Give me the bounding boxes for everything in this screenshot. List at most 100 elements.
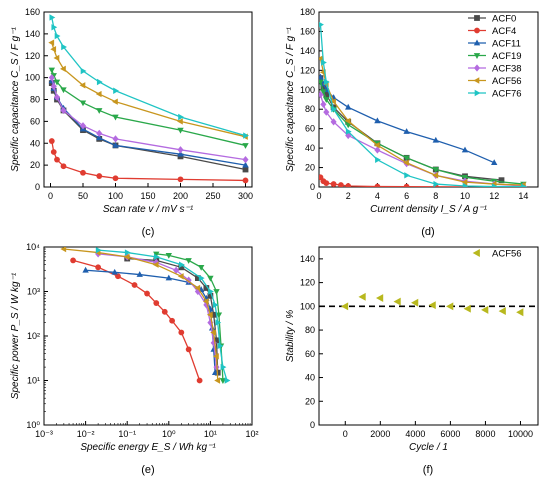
data-point-acf19 <box>53 79 61 86</box>
ticks: 0 50 100 150 200 250 300 0 20 40 60 80 100 120 140 160 <box>25 7 253 201</box>
data-point-acf76 <box>208 288 214 295</box>
data-point-acf4 <box>54 156 60 163</box>
data-point-acf11 <box>374 117 381 124</box>
plot-frame <box>318 246 539 426</box>
y-axis-label: Specific capacitance C_S / F g⁻¹ <box>10 27 21 172</box>
legend-item-acf56: ACF56 <box>472 249 522 260</box>
y-axis-label: Specific capacitance C_S / F g⁻¹ <box>285 27 296 172</box>
data-point-acf11 <box>96 134 103 141</box>
y-axis-label: Specific power P_S / W kg⁻¹ <box>10 272 21 399</box>
x-tick-label: 10000 <box>508 429 533 439</box>
data-point-acf38 <box>173 266 180 274</box>
x-tick-label: 200 <box>173 191 188 201</box>
data-point-acf56 <box>60 65 66 73</box>
data-point-acf76 <box>375 156 381 163</box>
y-tick-label: 0 <box>310 420 315 430</box>
data-point-acf19 <box>112 114 119 121</box>
series-line-acf56 <box>51 42 246 138</box>
data-point-acf4 <box>161 308 168 315</box>
data-point-acf76 <box>54 32 61 40</box>
data-point-acf4 <box>403 183 410 187</box>
series-line-acf11 <box>319 76 495 164</box>
y-tick-label: 180 <box>300 7 315 17</box>
y-tick-label: 140 <box>25 29 40 39</box>
x-tick-label: 10⁻¹ <box>118 429 136 439</box>
data-point-acf56 <box>446 302 454 311</box>
data-point-acf76 <box>243 132 249 139</box>
data-point-acf19 <box>320 89 327 96</box>
y-tick-label: 60 <box>30 116 40 126</box>
legend: ACF56 <box>472 249 522 260</box>
series-acf56 <box>60 247 221 384</box>
series-group <box>60 247 231 384</box>
x-tick-label: 250 <box>205 191 220 201</box>
data-point-acf76 <box>521 183 527 187</box>
x-tick-label: 4 <box>375 191 380 201</box>
data-point-acf19 <box>345 122 352 129</box>
data-point-acf38 <box>177 146 184 154</box>
panel-d: 0 2 4 6 8 10 12 14020406080100120140160180Curre… <box>285 7 539 238</box>
x-tick-label: 0 <box>48 191 53 201</box>
series-acf76 <box>319 21 527 187</box>
data-point-acf76 <box>224 377 231 384</box>
data-point-acf4 <box>70 257 76 264</box>
data-point-acf19 <box>185 258 192 264</box>
x-tick-label: 0 <box>343 429 348 439</box>
series-line-acf38 <box>98 253 218 368</box>
x-axis-label: Cycle / 1 <box>409 442 448 453</box>
data-point-acf76 <box>95 247 102 254</box>
data-point-acf76 <box>51 24 58 31</box>
series-line-acf76 <box>51 17 246 137</box>
legend-label: ACF11 <box>492 39 521 50</box>
data-point-acf4 <box>374 183 381 187</box>
x-axis-label: Specific energy E_S / Wh kg⁻¹ <box>80 442 216 453</box>
x-tick-label: 14 <box>518 191 528 201</box>
data-point-acf0 <box>203 285 210 291</box>
data-point-acf19 <box>219 378 227 384</box>
data-point-acf19 <box>165 253 172 259</box>
x-tick-label: 6000 <box>440 429 460 439</box>
data-point-acf76 <box>212 301 219 309</box>
data-point-acf38 <box>330 118 337 126</box>
ticks: 0 2000 4000 6000 8000 10000 0 20 40 60 80 100 120 140 <box>300 254 533 439</box>
data-point-acf56 <box>60 247 67 253</box>
legend-marker <box>474 15 480 21</box>
data-point-acf38 <box>48 74 55 82</box>
ticks: 10⁻³ 10⁻² 10⁻¹ 10⁰ 10¹ 10² 10⁰ 10¹ 10² 10³ 10⁴ <box>26 242 258 439</box>
legend-marker <box>473 53 481 59</box>
data-point-acf4 <box>131 282 138 288</box>
data-point-acf76 <box>124 249 131 256</box>
data-point-acf38 <box>319 91 324 99</box>
data-point-acf56 <box>428 301 436 310</box>
data-point-acf76 <box>179 261 185 268</box>
series-acf0 <box>48 80 249 173</box>
legend-label: ACF0 <box>492 14 516 25</box>
data-point-acf4 <box>242 177 249 184</box>
data-point-acf76 <box>462 182 469 187</box>
legend-label: ACF76 <box>492 89 522 100</box>
x-tick-label: 10⁻³ <box>35 429 53 439</box>
series-acf76 <box>49 14 249 139</box>
data-point-acf38 <box>242 156 249 164</box>
y-tick-label: 160 <box>300 26 315 36</box>
x-tick-label: 6 <box>404 191 409 201</box>
x-tick-label: 300 <box>238 191 253 201</box>
legend-label: ACF38 <box>492 64 522 75</box>
data-point-acf56 <box>210 329 217 336</box>
data-point-acf76 <box>433 180 440 187</box>
data-point-acf76 <box>113 87 119 94</box>
data-point-acf56 <box>177 118 183 125</box>
data-point-acf76 <box>178 113 184 121</box>
y-axis-label: Stability / % <box>285 310 296 362</box>
series-group <box>319 21 527 187</box>
data-point-acf4 <box>50 149 57 155</box>
series-acf56 <box>340 292 524 317</box>
x-tick-label: 10⁰ <box>162 429 176 439</box>
y-tick-label: 120 <box>25 51 40 61</box>
legend-label: ACF4 <box>492 26 516 37</box>
series-acf19 <box>153 251 227 384</box>
data-point-acf19 <box>48 67 55 74</box>
y-tick-label: 60 <box>305 349 315 359</box>
legend-item-acf11: ACF11 <box>468 39 521 50</box>
data-point-acf19 <box>403 155 410 162</box>
